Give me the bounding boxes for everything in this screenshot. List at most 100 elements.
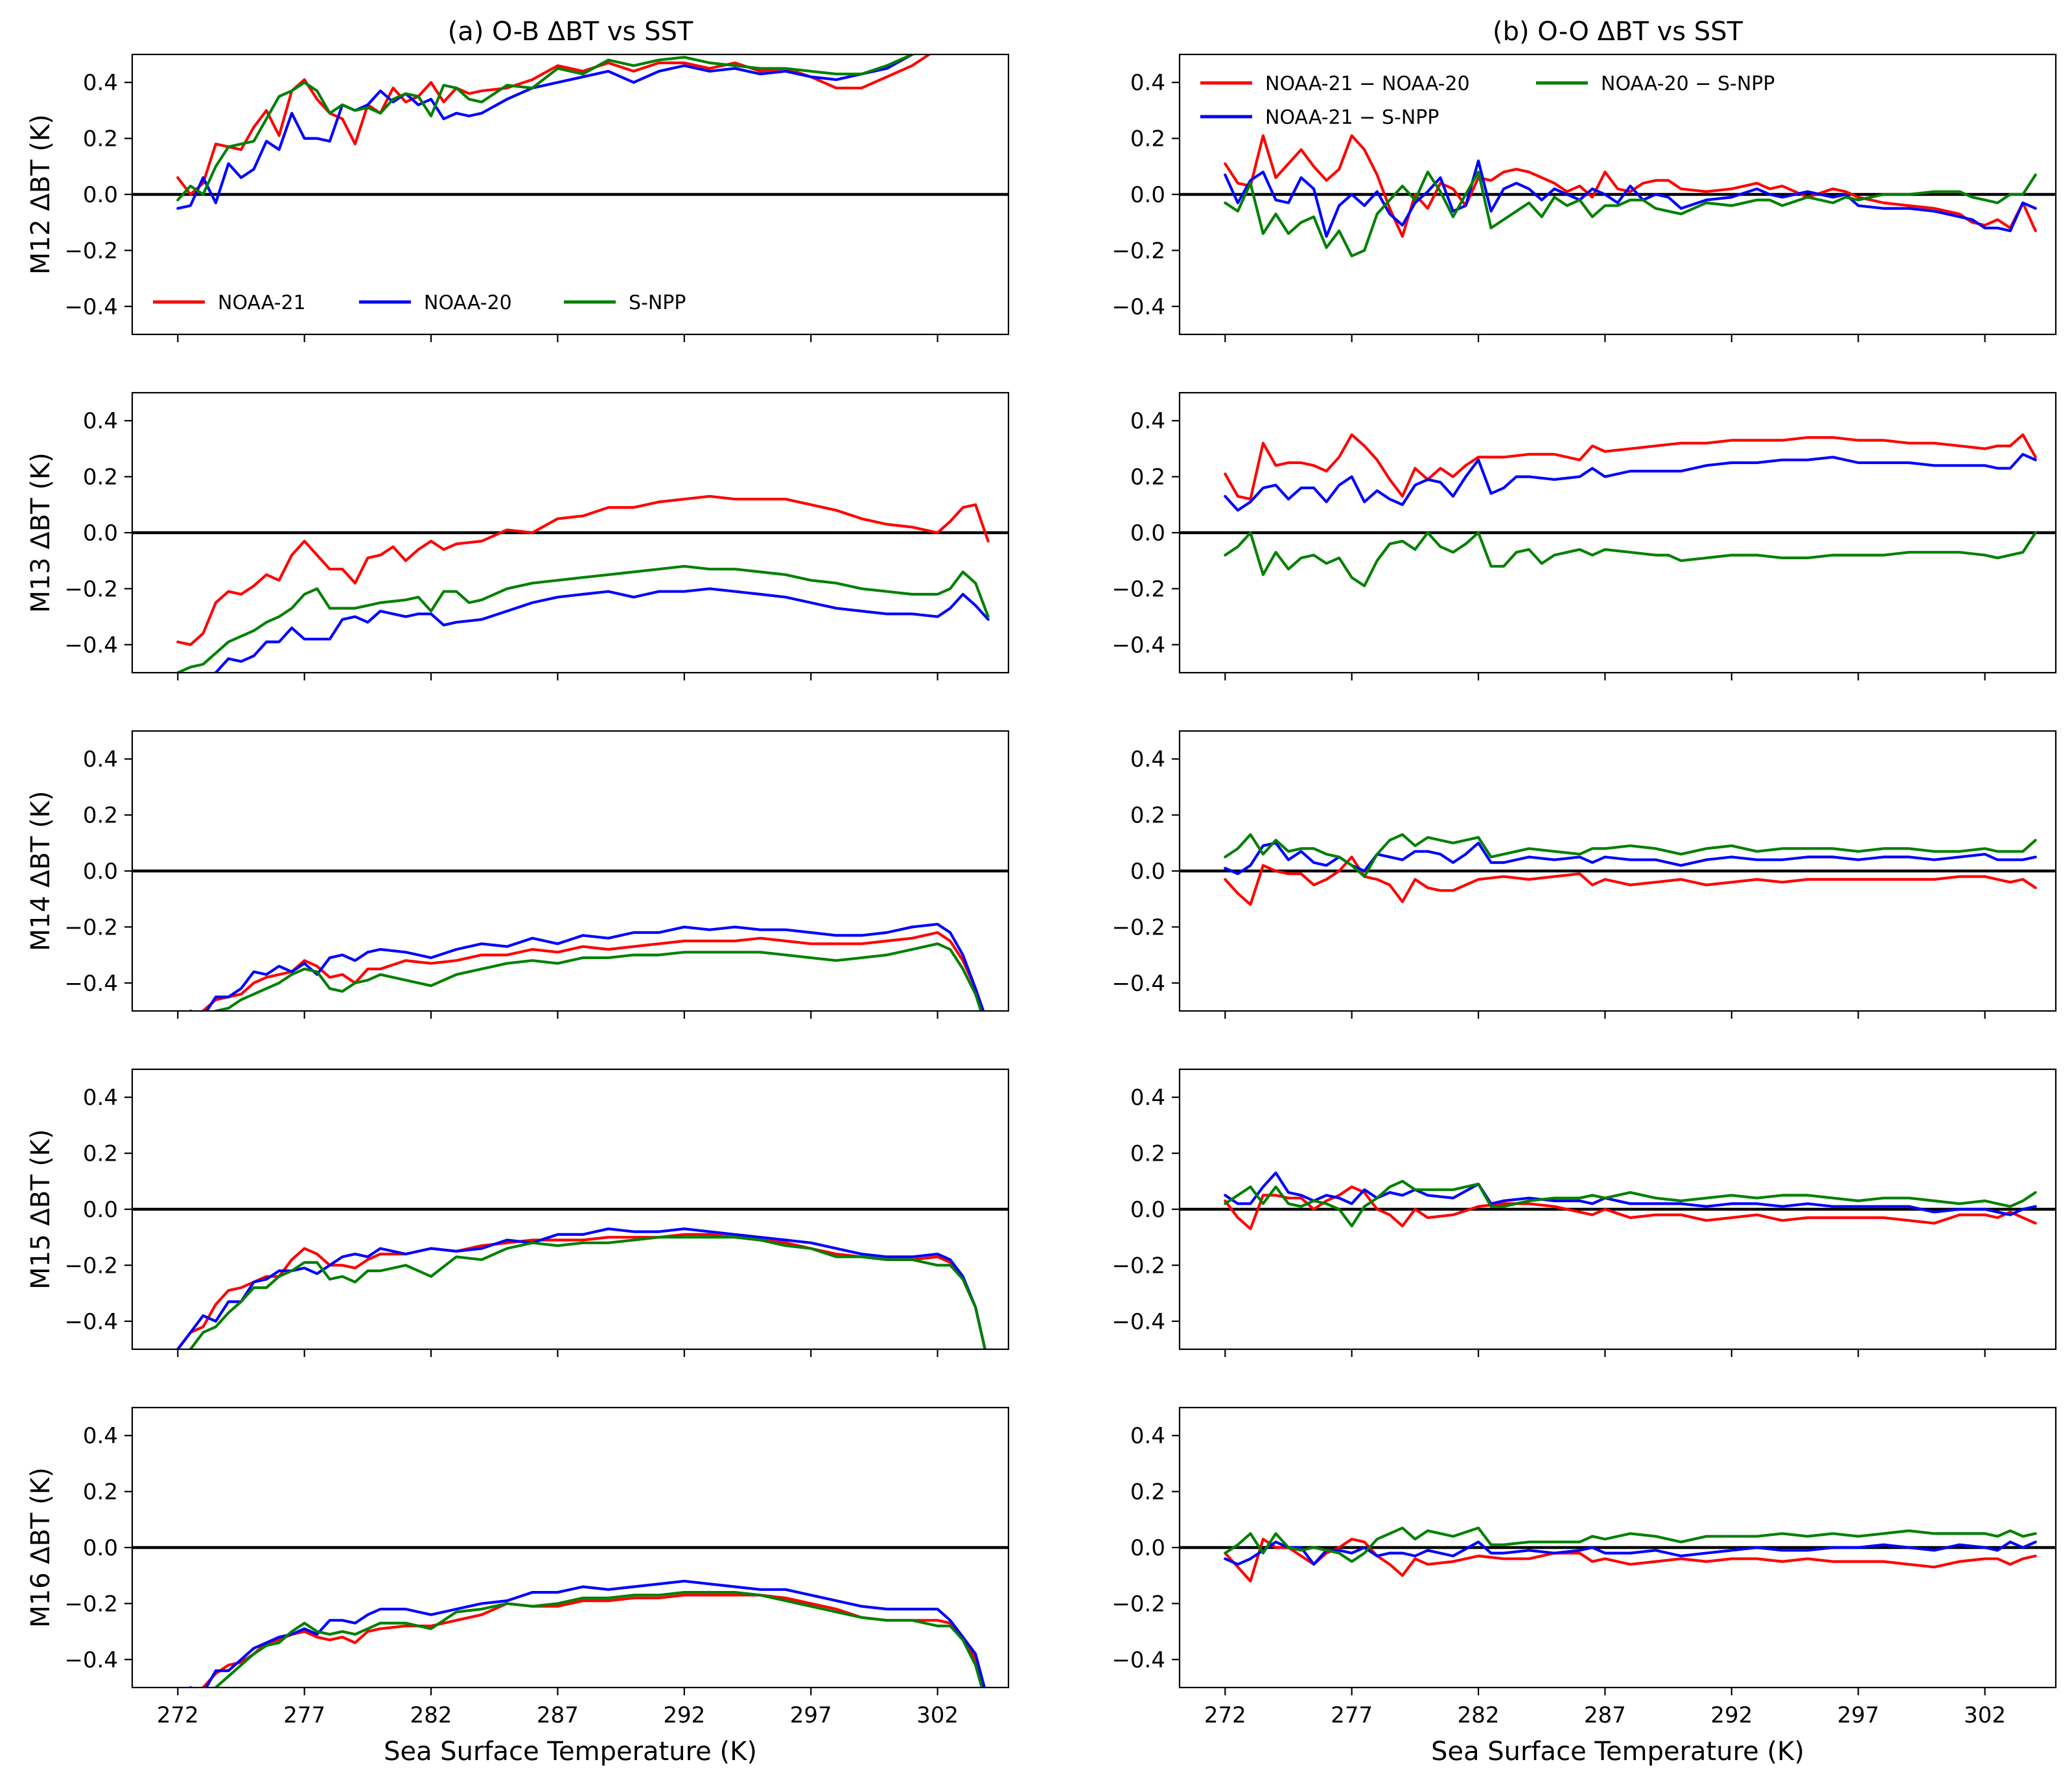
- subplot-b-m14: 0.4 0.2 0.0 −0.2 −0.4: [1112, 730, 2057, 1019]
- series-line-noaa-20-s-npp: [1224, 170, 2037, 258]
- series-group: [1224, 833, 2037, 906]
- y-tick-label: 0.2: [83, 126, 118, 152]
- y-axis-label: M13 ΔBT (K): [26, 452, 56, 613]
- series-line-noaa-20-s-npp: [1224, 1526, 2037, 1563]
- series-line-s-npp: [187, 1236, 986, 1349]
- series-line-noaa-20-s-npp: [1224, 531, 2037, 588]
- y-tick-label: 0.4: [1130, 408, 1165, 434]
- y-tick-label: 0.4: [83, 408, 118, 434]
- x-tick-label: 287: [537, 1702, 579, 1728]
- series-group: [1224, 1171, 2037, 1231]
- y-tick-label: 0.4: [83, 1423, 118, 1449]
- legend-label: NOAA-21: [218, 292, 306, 314]
- y-tick-label: −0.4: [1112, 1309, 1165, 1335]
- x-tick-label: 277: [283, 1702, 325, 1728]
- y-tick-label: 0.4: [83, 1085, 118, 1111]
- y-tick-label: 0.2: [83, 803, 118, 829]
- y-tick-label: 0.2: [83, 465, 118, 491]
- y-tick-label: 0.4: [1130, 1423, 1165, 1449]
- series-line-noaa-20-s-npp: [1224, 833, 2037, 878]
- y-tick-label: −0.4: [1112, 971, 1165, 997]
- series-line-noaa-21: [200, 931, 985, 1011]
- subplot-b-m15: 0.4 0.2 0.0 −0.2 −0.4: [1112, 1068, 2057, 1357]
- y-tick-label: −0.2: [1112, 238, 1165, 264]
- y-tick-label: 0.4: [83, 747, 118, 772]
- y-tick-label: 0.0: [83, 520, 118, 546]
- series-line-noaa-21-noaa-20: [1224, 855, 2037, 906]
- x-tick-label: 302: [916, 1702, 959, 1728]
- y-tick-label: −0.4: [1112, 1647, 1165, 1673]
- y-tick-label: 0.2: [83, 1479, 118, 1505]
- series-line-noaa-21-noaa-20: [1224, 1185, 2037, 1231]
- subplot-grid: 0.4 0.2 0.0 −0.2 −0.4 (a) O-B ΔBT vs SST M12 Δ…: [26, 17, 2057, 1767]
- y-tick-label: −0.2: [64, 1591, 118, 1617]
- series-line-noaa-20-s-npp: [1224, 1179, 2037, 1227]
- legend: NOAA-21 − NOAA-20 NOAA-21 − S-NPP NOAA-20 …: [1200, 73, 1775, 129]
- series-line-noaa-21-s-npp: [1224, 1171, 2037, 1216]
- series-line-noaa-20: [176, 1227, 986, 1349]
- x-tick-label: 272: [157, 1702, 199, 1728]
- subplot-b-m13: 0.4 0.2 0.0 −0.2 −0.4: [1112, 391, 2057, 680]
- y-tick-label: 0.2: [1130, 803, 1165, 829]
- x-axis-label: Sea Surface Temperature (K): [384, 1737, 757, 1767]
- y-tick-label: −0.2: [64, 914, 118, 940]
- series-line-noaa-20: [212, 587, 990, 673]
- y-tick-label: 0.4: [1130, 70, 1165, 96]
- y-tick-label: −0.4: [64, 1309, 118, 1335]
- series-group: [1224, 1526, 2037, 1583]
- series-line-s-npp: [176, 564, 990, 673]
- x-tick-label: 297: [1837, 1702, 1880, 1728]
- y-tick-label: 0.0: [83, 182, 118, 208]
- series-line-noaa-20: [189, 923, 985, 1011]
- x-axis-label: Sea Surface Temperature (K): [1431, 1737, 1804, 1767]
- x-tick-label: 292: [663, 1702, 705, 1728]
- y-tick-label: −0.2: [1112, 576, 1165, 602]
- y-tick-label: −0.2: [1112, 1253, 1165, 1279]
- y-tick-label: 0.0: [1130, 520, 1165, 546]
- series-line-noaa-21-noaa-20: [1224, 134, 2037, 238]
- y-tick-label: −0.2: [64, 576, 118, 602]
- y-tick-label: −0.2: [64, 1253, 118, 1279]
- x-tick-label: 282: [410, 1702, 452, 1728]
- series-line-s-npp: [213, 1591, 984, 1688]
- series-line-noaa-20: [176, 54, 915, 210]
- subplot-b-m12: 0.4 0.2 0.0 −0.2 −0.4 (b) O-O ΔBT vs SST NOAA-…: [1112, 17, 2057, 342]
- y-tick-label: −0.2: [64, 238, 118, 264]
- x-tick-label: 302: [1964, 1702, 2006, 1728]
- y-tick-label: −0.2: [1112, 1591, 1165, 1617]
- x-tick-label: 297: [790, 1702, 832, 1728]
- series-line-noaa-21-s-npp: [1224, 1540, 2037, 1566]
- y-axis-label: M12 ΔBT (K): [26, 114, 56, 275]
- x-tick-label: 292: [1710, 1702, 1752, 1728]
- series-line-noaa-21-noaa-20: [1224, 433, 2037, 501]
- subplot-a-m16: 0.4 0.2 0.0 −0.2 −0.4 272 277 282 287 292 297 302 Se…: [26, 1406, 1010, 1767]
- series-line-noaa-21-s-npp: [1224, 841, 2037, 876]
- subplot-a-m13: 0.4 0.2 0.0 −0.2 −0.4 M13 ΔBT (K): [26, 391, 1010, 680]
- y-tick-label: 0.0: [1130, 1197, 1165, 1223]
- series-line-noaa-21: [176, 494, 990, 646]
- y-tick-label: 0.0: [83, 859, 118, 885]
- series-line-s-npp: [176, 54, 916, 202]
- y-tick-label: 0.4: [1130, 747, 1165, 772]
- series-group: [176, 494, 990, 673]
- y-tick-label: −0.4: [64, 632, 118, 658]
- legend-label: NOAA-20: [424, 292, 512, 314]
- y-tick-label: 0.4: [83, 70, 118, 96]
- y-tick-label: 0.2: [1130, 465, 1165, 491]
- y-tick-label: 0.0: [83, 1197, 118, 1223]
- x-tick-label: 287: [1584, 1702, 1626, 1728]
- series-line-noaa-20: [189, 1579, 986, 1688]
- y-tick-label: −0.4: [64, 1647, 118, 1673]
- x-tick-label: 277: [1331, 1702, 1373, 1728]
- y-tick-label: −0.4: [64, 294, 118, 320]
- legend-label: NOAA-21 − NOAA-20: [1265, 73, 1470, 95]
- subplot-a-m14: 0.4 0.2 0.0 −0.2 −0.4 M14 ΔBT (K): [26, 730, 1010, 1019]
- y-tick-label: −0.4: [1112, 632, 1165, 658]
- subplot-title: (a) O-B ΔBT vs SST: [448, 17, 693, 47]
- y-axis-label: M14 ΔBT (K): [26, 791, 56, 951]
- y-tick-label: 0.2: [83, 1141, 118, 1167]
- y-tick-label: −0.4: [64, 971, 118, 997]
- legend-label: NOAA-21 − S-NPP: [1265, 106, 1439, 129]
- y-tick-label: 0.0: [1130, 1535, 1165, 1561]
- legend-label: NOAA-20 − S-NPP: [1601, 73, 1775, 95]
